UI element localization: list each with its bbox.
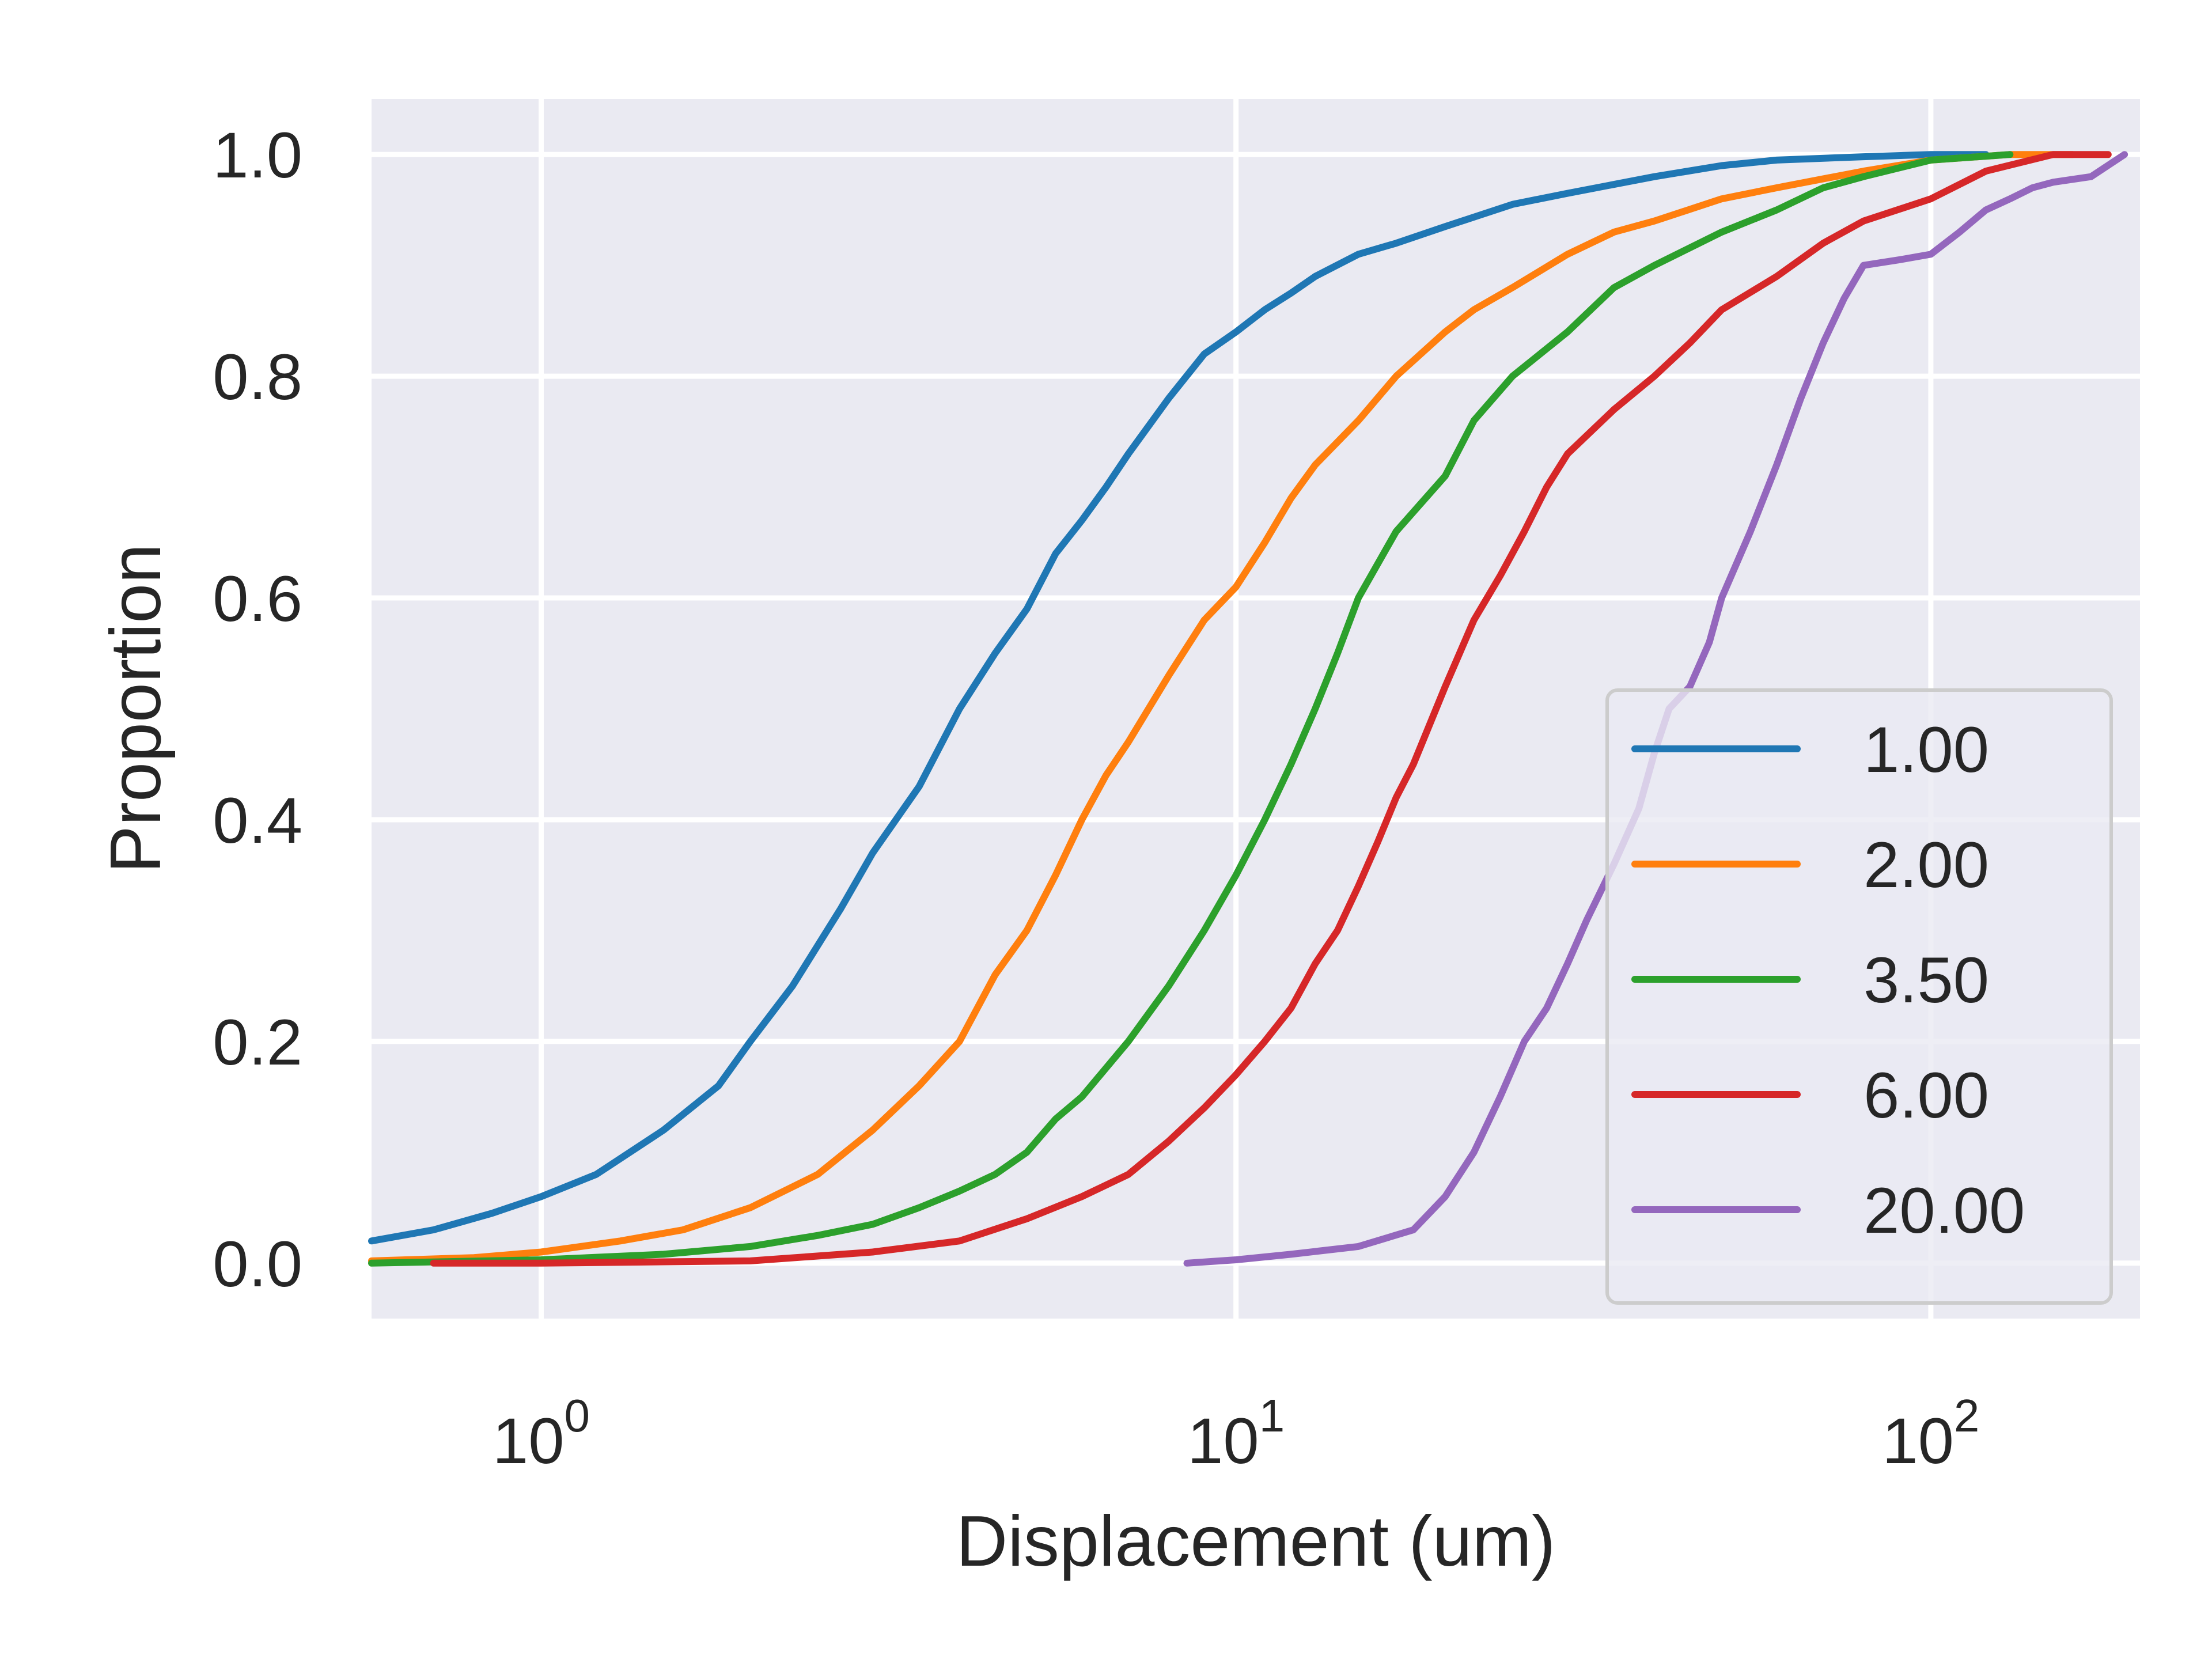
y-tick-label: 0.6 [213,563,302,635]
series-line-4 [430,151,2112,1267]
legend-label: 1.00 [1863,714,1989,786]
legend-label: 2.00 [1863,829,1989,901]
series-line-5 [1183,151,2128,1267]
y-tick-labels: 0.0 0.2 0.4 0.6 0.8 1.0 [213,119,302,1300]
series-lines [368,151,2128,1267]
series-line-3 [368,151,2014,1267]
x-tick-labels: 100 101 102 [493,1390,1980,1477]
legend-box [1605,688,2113,1305]
x-tick-label: 101 [1187,1390,1285,1477]
series-line-2 [368,151,2077,1264]
legend-label: 3.50 [1863,944,1989,1016]
legend-label: 6.00 [1863,1059,1989,1131]
y-tick-label: 0.4 [213,785,302,857]
x-axis-label: Displacement (um) [956,1502,1556,1581]
y-tick-label: 0.2 [213,1006,302,1078]
series-line-1 [368,151,1990,1245]
legend: 1.00 2.00 3.50 6.00 20.00 [1605,688,2113,1305]
y-axis-label: Proportion [96,544,176,873]
legend-label: 20.00 [1863,1175,2025,1247]
x-tick-label: 102 [1882,1390,1979,1477]
y-tick-label: 1.0 [213,119,302,191]
y-tick-label: 0.8 [213,341,302,413]
x-tick-label: 100 [493,1390,590,1477]
y-tick-label: 0.0 [213,1228,302,1300]
